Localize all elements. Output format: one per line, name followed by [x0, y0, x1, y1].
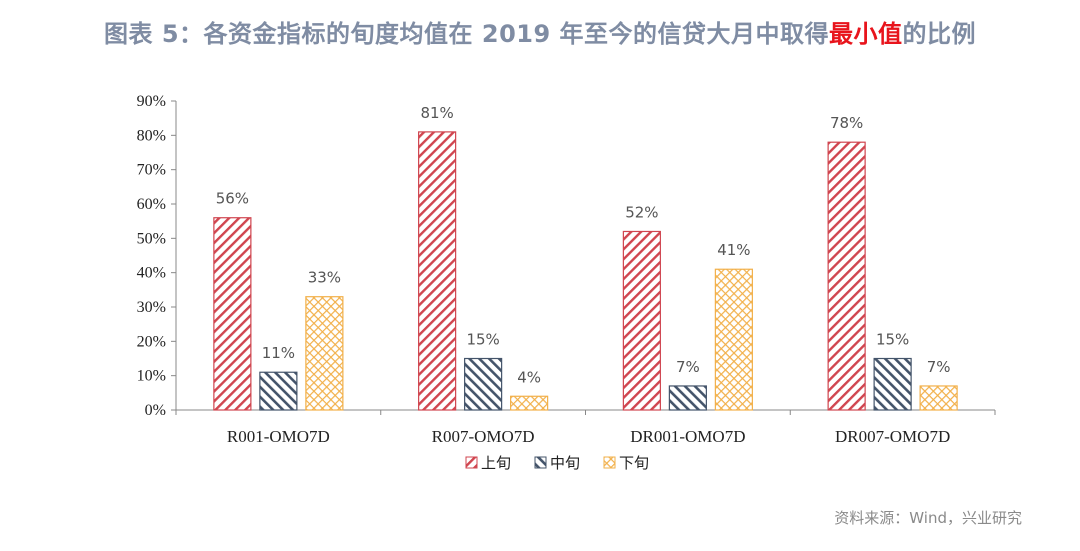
legend-swatch: [465, 456, 478, 469]
x-category-label: DR001-OMO7D: [630, 427, 745, 446]
bar-上旬-DR007-OMO7D: [827, 141, 866, 411]
data-label: 7%: [676, 358, 700, 376]
y-tick-label: 60%: [137, 196, 166, 213]
data-label: 33%: [308, 269, 341, 287]
bar-中旬-R001-OMO7D: [259, 371, 298, 411]
y-tick-label: 80%: [137, 127, 166, 144]
data-label: 78%: [830, 114, 863, 132]
data-label: 15%: [466, 331, 499, 349]
bar-上旬-DR001-OMO7D: [622, 230, 661, 411]
y-tick-label: 90%: [137, 93, 166, 110]
legend-swatch: [534, 456, 547, 469]
legend-item-中旬: 中旬: [534, 454, 580, 472]
legend-item-下旬: 下旬: [603, 454, 649, 472]
data-label: 11%: [262, 344, 295, 362]
bar-中旬-DR007-OMO7D: [873, 357, 912, 411]
data-label: 7%: [927, 358, 951, 376]
data-label: 15%: [876, 331, 909, 349]
legend-label: 中旬: [550, 454, 580, 472]
bar-中旬-DR001-OMO7D: [668, 385, 707, 411]
chart-title: 图表 5：各资金指标的旬度均值在 2019 年至今的信贷大月中取得最小值的比例: [0, 14, 1080, 49]
legend-label: 上旬: [481, 454, 511, 472]
data-label: 4%: [517, 368, 541, 386]
x-category-label: DR007-OMO7D: [835, 427, 950, 446]
y-tick-label: 70%: [137, 162, 166, 179]
legend-item-上旬: 上旬: [465, 454, 511, 472]
data-label: 56%: [216, 190, 249, 208]
bar-中旬-R007-OMO7D: [464, 357, 503, 411]
data-label: 41%: [717, 241, 750, 259]
legend-label: 下旬: [619, 454, 649, 472]
bar-下旬-R001-OMO7D: [305, 296, 344, 411]
y-tick-label: 30%: [137, 299, 166, 316]
y-tick-label: 50%: [137, 230, 166, 247]
y-tick-label: 10%: [137, 368, 166, 385]
data-label: 81%: [420, 104, 453, 122]
bar-下旬-R007-OMO7D: [510, 395, 549, 411]
title-text: 图表 5：各资金指标的旬度均值在 2019 年至今的信贷大月中取得: [103, 20, 830, 48]
source-note: 资料来源：Wind，兴业研究: [834, 509, 1022, 527]
title-suffix: 的比例: [902, 20, 977, 48]
bar-上旬-R007-OMO7D: [418, 131, 457, 411]
data-label: 52%: [625, 203, 658, 221]
bar-下旬-DR007-OMO7D: [919, 385, 958, 411]
y-tick-label: 40%: [137, 265, 166, 282]
y-tick-label: 20%: [137, 333, 166, 350]
legend-swatch: [603, 456, 616, 469]
x-category-label: R001-OMO7D: [227, 427, 330, 446]
bar-下旬-DR001-OMO7D: [714, 268, 753, 411]
x-category-label: R007-OMO7D: [432, 427, 535, 446]
y-tick-label: 0%: [145, 402, 166, 419]
bar-上旬-R001-OMO7D: [213, 217, 252, 411]
title-highlight: 最小值: [829, 20, 903, 48]
